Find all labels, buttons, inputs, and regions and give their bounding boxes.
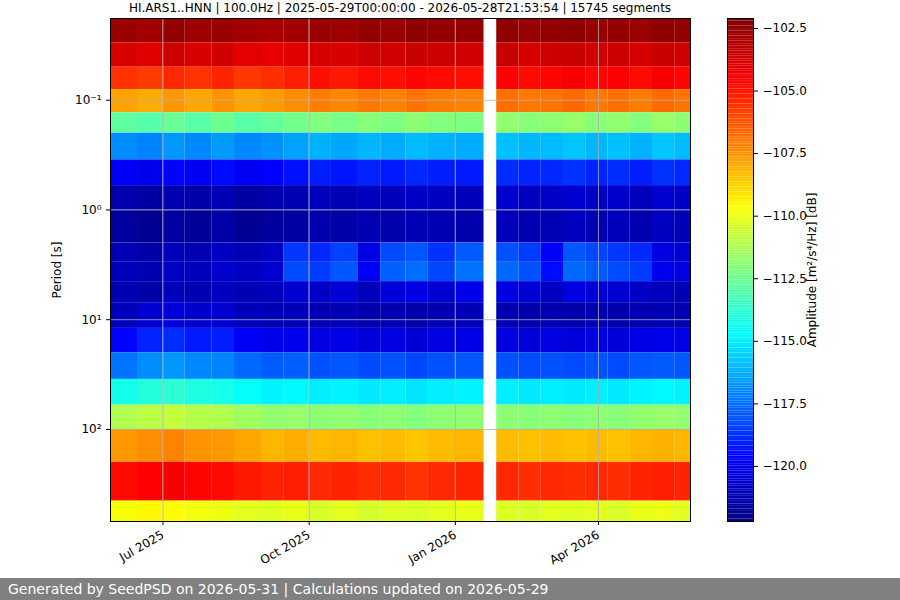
svg-text:−120.0: −120.0 <box>763 459 807 473</box>
svg-text:Apr 2026: Apr 2026 <box>547 528 602 568</box>
svg-text:Amplitude [m²/s⁴/Hz] [dB]: Amplitude [m²/s⁴/Hz] [dB] <box>805 193 819 348</box>
svg-text:Jan 2026: Jan 2026 <box>405 528 459 567</box>
svg-text:Jul 2025: Jul 2025 <box>116 528 166 565</box>
svg-text:10²: 10² <box>81 422 101 436</box>
svg-text:−110.0: −110.0 <box>763 209 807 223</box>
html-text:Generated by SeedPSD on 2026-0: Generated by SeedPSD on 2026-05-31 | Cal… <box>8 581 549 597</box>
svg-text:10⁻¹: 10⁻¹ <box>75 93 102 107</box>
svg-text:−105.0: −105.0 <box>763 84 807 98</box>
svg-text:10¹: 10¹ <box>81 313 101 327</box>
html-text:HI.ARS1..HNN | 100.0Hz | 2025-: HI.ARS1..HNN | 100.0Hz | 2025-05-29T00:0… <box>128 1 672 15</box>
svg-text:10⁰: 10⁰ <box>81 203 101 217</box>
svg-text:−117.5: −117.5 <box>763 397 807 411</box>
svg-text:Period [s]: Period [s] <box>50 242 64 299</box>
svg-text:−112.5: −112.5 <box>763 272 807 286</box>
svg-text:−107.5: −107.5 <box>763 146 807 160</box>
svg-text:−102.5: −102.5 <box>763 21 807 35</box>
svg-text:−115.0: −115.0 <box>763 334 807 348</box>
svg-text:Oct 2025: Oct 2025 <box>258 528 313 568</box>
